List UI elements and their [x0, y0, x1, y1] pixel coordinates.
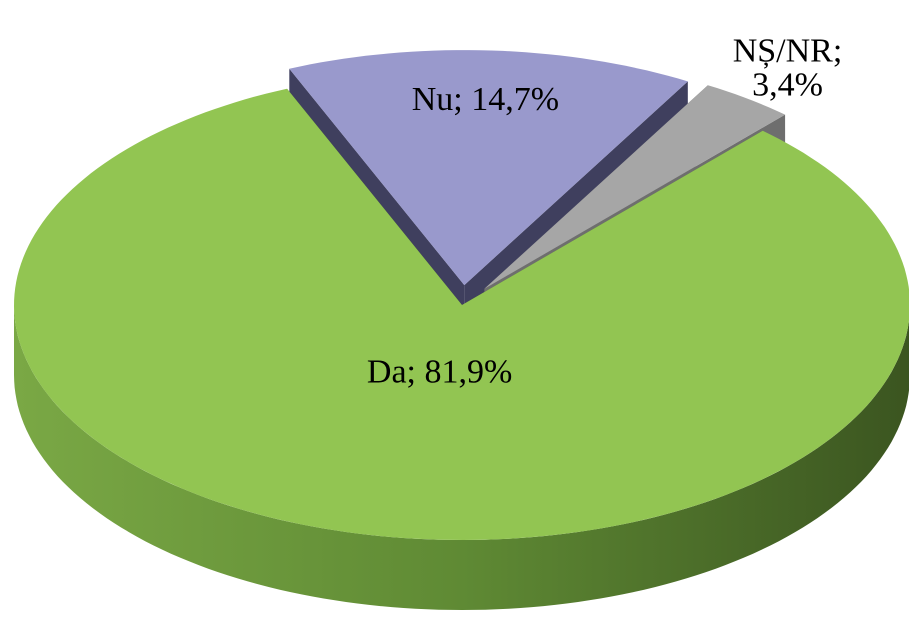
slice [14, 88, 909, 540]
slice [484, 85, 786, 289]
data-label: NȘ/NR; 3,4% [733, 32, 843, 103]
slice-wall [14, 305, 909, 610]
data-label: Nu; 14,7% [412, 81, 559, 118]
slice [289, 50, 688, 286]
data-label: Da; 81,9% [367, 353, 512, 390]
